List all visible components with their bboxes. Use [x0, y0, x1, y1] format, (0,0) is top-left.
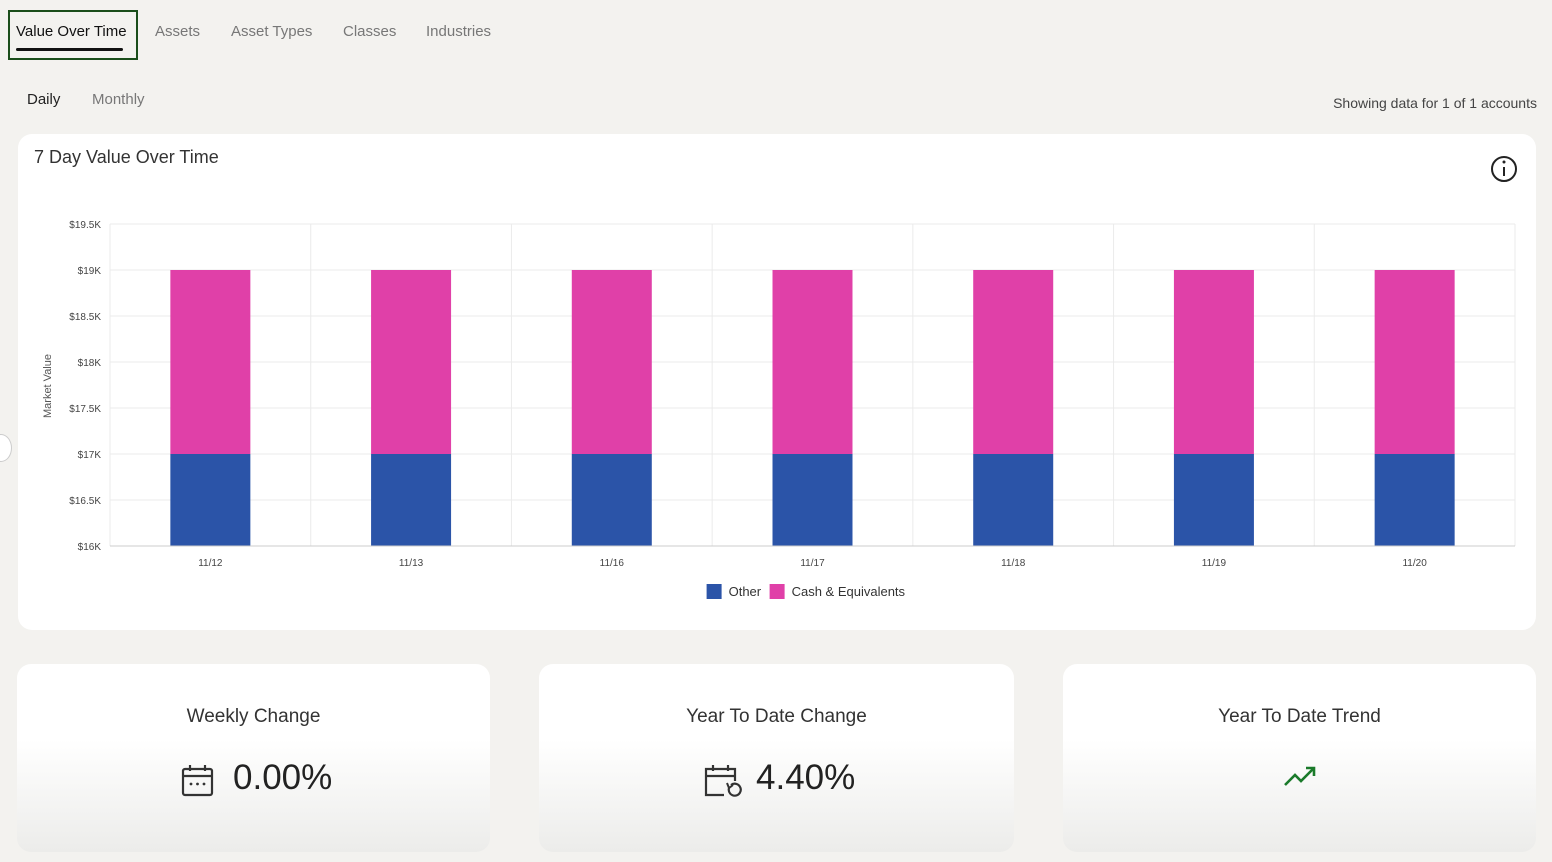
bar-segment — [1173, 454, 1254, 546]
card-title: Weekly Change — [186, 706, 321, 727]
tab[interactable]: Asset Types — [231, 23, 313, 40]
legend-label: Cash & Equivalents — [792, 584, 906, 599]
calendar-icon — [181, 765, 214, 797]
y-tick-label: $18K — [78, 358, 102, 369]
y-axis-label: Market Value — [42, 354, 54, 418]
bar-segment — [1374, 454, 1455, 546]
x-tick-label: 11/17 — [800, 558, 825, 569]
bar-segment — [371, 270, 452, 454]
bar-segment — [973, 454, 1054, 546]
bar-segment — [371, 454, 452, 546]
card-value: 4.40% — [756, 758, 856, 797]
y-tick-label: $17K — [78, 450, 102, 461]
y-tick-label: $18.5K — [69, 312, 101, 323]
card-value: 0.00% — [233, 758, 333, 797]
x-tick-label: 11/20 — [1402, 558, 1427, 569]
info-icon[interactable] — [1491, 156, 1517, 182]
weekly-change-card: Weekly Change 0.00% — [17, 664, 490, 852]
y-tick-label: $16.5K — [69, 496, 101, 507]
bar-segment — [170, 270, 251, 454]
active-tab-box[interactable] — [8, 10, 138, 60]
tab[interactable]: Classes — [343, 23, 397, 40]
card-title: Year To Date Trend — [1218, 706, 1381, 727]
subtab[interactable]: Daily — [27, 91, 61, 108]
subtab[interactable]: Monthly — [92, 91, 145, 108]
x-tick-label: 11/16 — [600, 558, 625, 569]
tab[interactable]: Assets — [155, 23, 201, 40]
y-tick-label: $16K — [78, 542, 102, 553]
calendar-refresh-icon — [704, 765, 742, 797]
ytd-trend-card: Year To Date Trend — [1063, 664, 1536, 852]
bar-segment — [1173, 270, 1254, 454]
x-tick-label: 11/19 — [1202, 558, 1227, 569]
trend-icon — [1284, 766, 1316, 786]
y-tick-label: $19K — [78, 266, 102, 277]
bar-segment — [571, 270, 652, 454]
y-tick-label: $17.5K — [69, 404, 101, 415]
legend-label: Other — [729, 584, 762, 599]
side-handle[interactable] — [0, 434, 12, 462]
active-tab-underline — [16, 48, 123, 51]
chart-title: 7 Day Value Over Time — [34, 147, 219, 167]
y-tick-label: $19.5K — [69, 220, 101, 231]
x-tick-label: 11/12 — [198, 558, 223, 569]
bar-segment — [571, 454, 652, 546]
bar-segment — [1374, 270, 1455, 454]
tab[interactable]: Industries — [426, 23, 492, 40]
x-tick-label: 11/13 — [399, 558, 424, 569]
ytd-change-card: Year To Date Change 4.40% — [539, 664, 1014, 852]
bar-segment — [772, 454, 853, 546]
bar-segment — [170, 454, 251, 546]
legend-swatch — [769, 584, 785, 599]
chart: 7 Day Value Over Time Market Value $16K $… — [34, 147, 1517, 599]
legend-swatch — [706, 584, 722, 599]
tab[interactable]: Value Over Time — [16, 23, 127, 40]
chart-card: 7 Day Value Over Time Market Value $16K $… — [18, 134, 1536, 630]
x-tick-label: 11/18 — [1001, 558, 1026, 569]
bar-segment — [772, 270, 853, 454]
accounts-note: Showing data for 1 of 1 accounts — [1333, 95, 1537, 111]
card-title: Year To Date Change — [686, 706, 867, 727]
bar-segment — [973, 270, 1054, 454]
